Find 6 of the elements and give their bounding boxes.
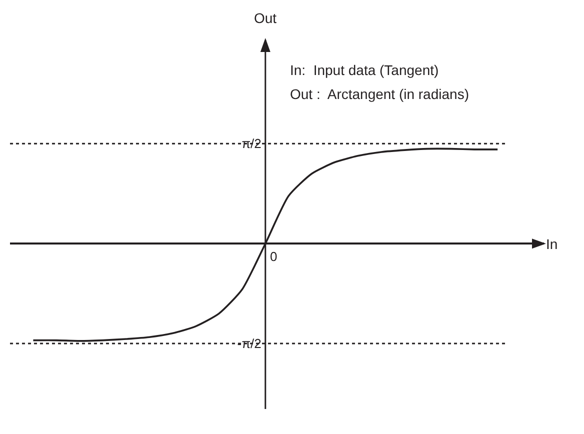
x-axis-title: In [546, 236, 558, 252]
annotation: 0 [270, 249, 278, 264]
y-axis-title: Out [254, 10, 277, 26]
annotation: In: Input data (Tangent) [290, 62, 439, 78]
y-tick-label: -π/2 [237, 336, 262, 352]
annotation: Out : Arctangent (in radians) [290, 86, 469, 102]
